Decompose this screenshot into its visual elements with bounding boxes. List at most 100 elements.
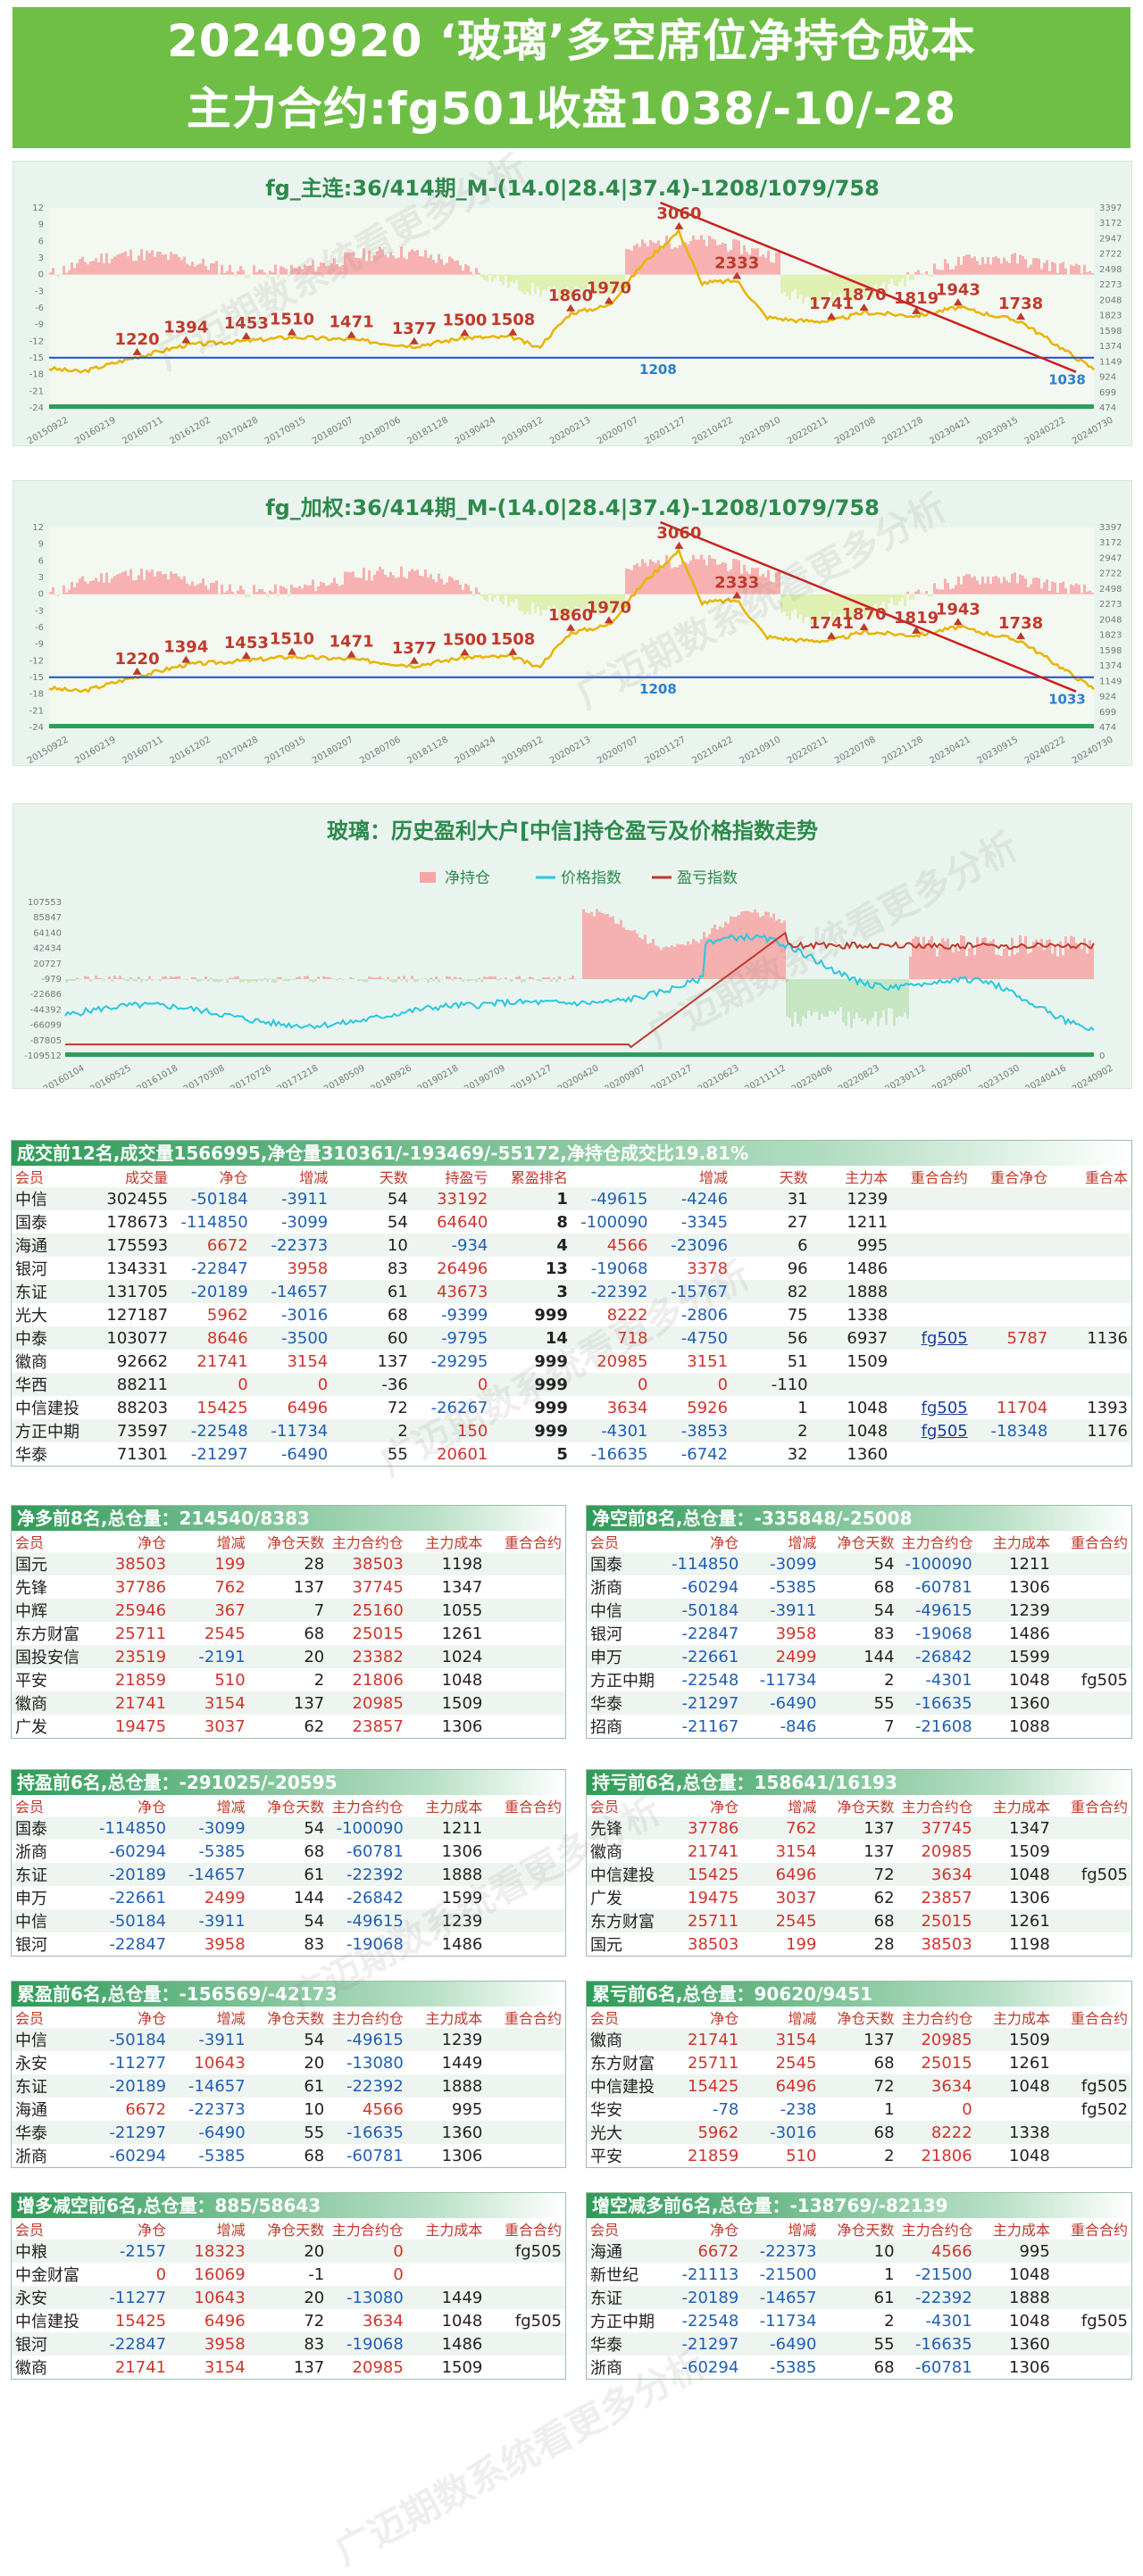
table-cell bbox=[891, 1257, 972, 1280]
net-position-bar bbox=[279, 266, 282, 274]
net-position-bar bbox=[352, 253, 355, 275]
net-position-bar bbox=[403, 976, 405, 979]
net-position-bar bbox=[395, 258, 397, 274]
column-header: 主力本 bbox=[812, 1166, 892, 1187]
table-cell: 3151 bbox=[652, 1350, 732, 1373]
table-cell: 3378 bbox=[652, 1257, 732, 1280]
table-cell: 1449 bbox=[407, 2286, 487, 2309]
net-position-bar bbox=[344, 253, 346, 275]
net-position-bar bbox=[805, 594, 807, 618]
net-position-bar bbox=[1064, 269, 1067, 275]
column-header: 净仓 bbox=[91, 2218, 171, 2239]
net-position-bar bbox=[1005, 581, 1008, 594]
net-position-bar bbox=[170, 571, 172, 594]
table-cell: -4301 bbox=[898, 1668, 976, 1691]
net-position-bar bbox=[936, 956, 939, 979]
table-cell: 0 bbox=[328, 2263, 407, 2286]
left-tick-label: -979 bbox=[41, 975, 62, 985]
net-position-bar bbox=[882, 275, 885, 282]
table-cell bbox=[891, 1350, 972, 1373]
net-position-bar bbox=[539, 275, 542, 297]
table-cell: -3099 bbox=[742, 1552, 820, 1575]
table-cell bbox=[1051, 1234, 1131, 1257]
net-position-bar bbox=[1070, 936, 1072, 979]
net-position-bar bbox=[381, 978, 384, 979]
left-tick-label: -15 bbox=[29, 353, 44, 363]
left-tick-label: 107553 bbox=[28, 898, 62, 908]
net-position-bar bbox=[400, 247, 403, 275]
table-cell: -6490 bbox=[742, 1691, 820, 1715]
table-cell: -20189 bbox=[91, 2074, 171, 2098]
table-cell: 7 bbox=[249, 1599, 329, 1622]
net-position-bar bbox=[317, 586, 320, 594]
table-cell: 68 bbox=[249, 1622, 329, 1645]
net-position-bar bbox=[802, 979, 805, 1016]
member-name: 光大 bbox=[12, 1303, 92, 1326]
table-cell: 1239 bbox=[812, 1187, 892, 1210]
table-cell: 3037 bbox=[742, 1886, 820, 1909]
net-position-bar bbox=[829, 275, 831, 293]
net-position-bar bbox=[815, 979, 818, 1011]
net-position-bar bbox=[491, 976, 494, 979]
net-position-bar bbox=[941, 589, 944, 594]
table-cell: -21167 bbox=[664, 1715, 742, 1738]
member-name: 浙商 bbox=[587, 2356, 664, 2379]
x-tick-label: 20161018 bbox=[136, 1063, 180, 1088]
contract-link[interactable]: fg505 bbox=[891, 1326, 972, 1350]
x-tick-label: 20210910 bbox=[738, 415, 783, 445]
net-position-bar bbox=[250, 979, 253, 982]
contract-link[interactable]: fg505 bbox=[891, 1396, 972, 1419]
net-position-bar bbox=[700, 235, 703, 274]
table-cell: 1 bbox=[731, 1396, 812, 1419]
table-cell: 1306 bbox=[407, 1715, 487, 1738]
close-price-label: 1038 bbox=[1048, 372, 1086, 388]
column-header: 主力合约仓 bbox=[328, 1795, 407, 1816]
table-cell: 3634 bbox=[572, 1396, 652, 1419]
member-name: 永安 bbox=[12, 2051, 91, 2074]
right-tick-label: 699 bbox=[1099, 708, 1116, 718]
net-position-bar bbox=[403, 578, 405, 594]
net-position-bar bbox=[1064, 936, 1067, 979]
table-cell: 23519 bbox=[91, 1645, 171, 1668]
left-tick-label: -21 bbox=[29, 706, 44, 716]
net-position-bar bbox=[95, 578, 97, 594]
net-position-bar bbox=[939, 270, 941, 274]
table-cell: 2 bbox=[820, 2309, 897, 2332]
net-position-bar bbox=[703, 240, 705, 275]
column-header: 主力成本 bbox=[407, 2218, 487, 2239]
net-position-bar bbox=[539, 594, 542, 617]
net-position-bar bbox=[997, 955, 1000, 979]
net-position-bar bbox=[49, 272, 52, 274]
net-position-bar bbox=[612, 916, 614, 979]
column-header: 重合合约 bbox=[1054, 2007, 1131, 2028]
net-position-bar bbox=[638, 247, 641, 275]
net-position-bar bbox=[783, 920, 786, 979]
net-position-bar bbox=[759, 577, 762, 594]
table-cell: 82 bbox=[731, 1280, 812, 1303]
x-tick-label: 20180926 bbox=[370, 1063, 414, 1088]
table-cell: fg505 bbox=[486, 2309, 565, 2332]
net-position-bar bbox=[71, 262, 73, 275]
member-name: 中信 bbox=[12, 1187, 92, 1210]
x-tick-label: 20170915 bbox=[263, 735, 308, 765]
table-title: 净空前8名,总仓量：-335848/-25008 bbox=[587, 1506, 1131, 1531]
column-header: 净仓 bbox=[664, 2218, 742, 2239]
net-position-bar bbox=[282, 979, 285, 981]
net-position-bar bbox=[413, 979, 416, 982]
contract-link[interactable]: fg505 bbox=[891, 1419, 972, 1442]
net-position-bar bbox=[1080, 593, 1083, 594]
table-header-row: 会员净仓增减净仓天数主力合约仓主力成本重合合约 bbox=[12, 2218, 565, 2239]
net-position-bar bbox=[1014, 572, 1016, 594]
net-position-bar bbox=[266, 275, 269, 278]
net-position-bar bbox=[475, 268, 478, 274]
right-tick-label: 2498 bbox=[1099, 265, 1122, 275]
net-position-bar bbox=[681, 944, 684, 979]
table-cell bbox=[1051, 1303, 1131, 1326]
net-position-bar bbox=[968, 254, 971, 275]
net-position-bar bbox=[258, 270, 261, 275]
net-position-bar bbox=[1070, 265, 1072, 275]
